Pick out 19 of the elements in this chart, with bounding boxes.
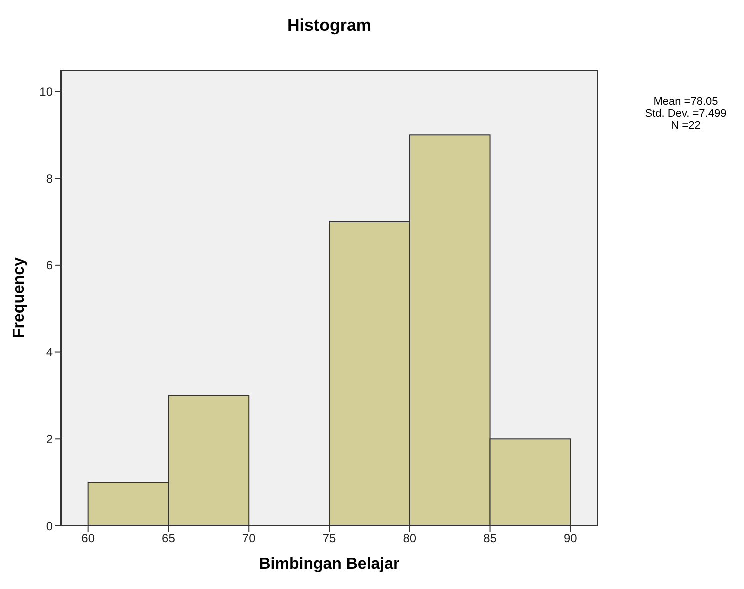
x-tick-label: 60 xyxy=(82,532,96,546)
x-tick-label: 70 xyxy=(242,532,256,546)
text: Mean =78.05 xyxy=(652,96,720,108)
y-tick-label: 10 xyxy=(40,84,54,99)
y-tick-label: 8 xyxy=(46,172,54,186)
x-axis-title: Bimbingan Belajar xyxy=(258,556,401,574)
x-tick-label: 80 xyxy=(403,532,417,546)
chart-title: Histogram xyxy=(286,16,373,36)
y-tick-label: 6 xyxy=(46,258,54,273)
y-axis-title: Frequency xyxy=(11,258,29,338)
x-tick-label: 90 xyxy=(564,532,578,546)
text: N =22 xyxy=(670,120,702,132)
y-tick-label: 2 xyxy=(46,432,54,446)
x-tick-label: 75 xyxy=(322,532,336,546)
y-tick-label: 0 xyxy=(46,519,54,534)
x-tick-label: 65 xyxy=(162,532,176,546)
text: Std. Dev. =7.499 xyxy=(644,108,728,120)
y-tick-label: 4 xyxy=(46,346,54,360)
x-tick-label: 85 xyxy=(484,532,498,546)
